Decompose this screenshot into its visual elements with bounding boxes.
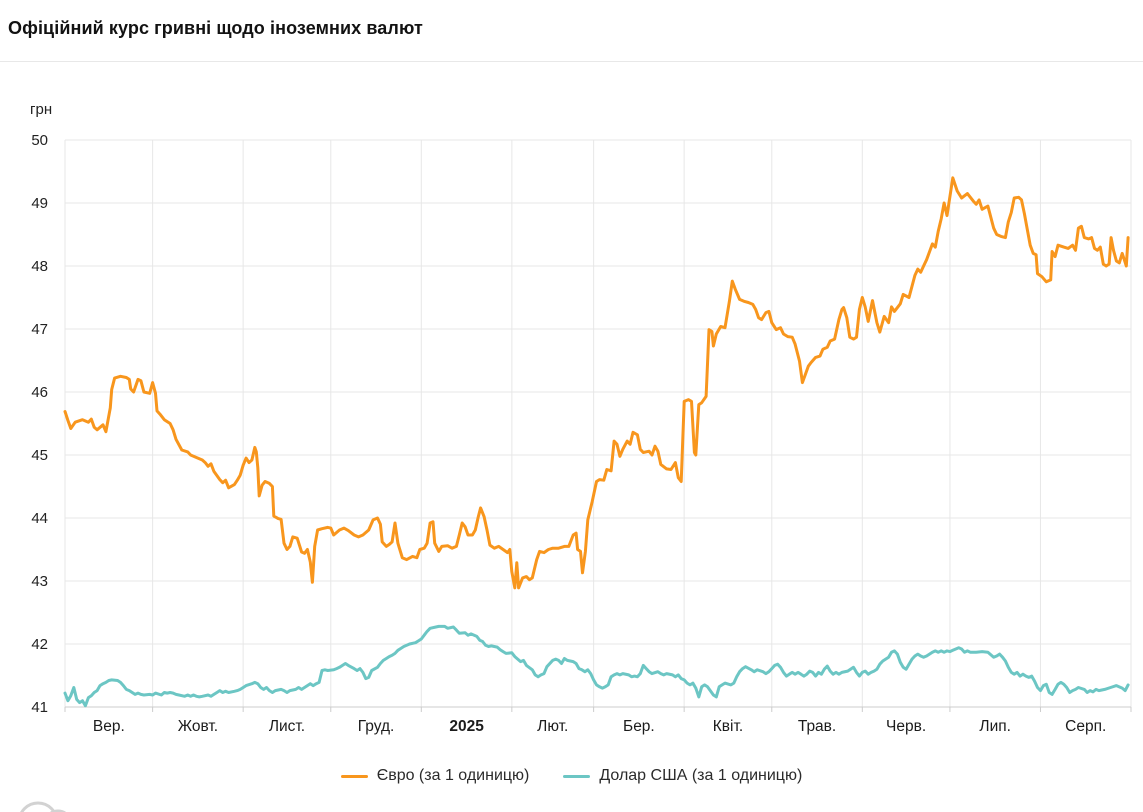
axis-label-layer: 50 49 48 47 46 45 44 43 42 41 грн Вер. Жовт. Лист. Гру… — [30, 101, 1106, 735]
y-tick-label: 41 — [31, 699, 48, 716]
watermark-icon — [20, 801, 67, 812]
x-month-label: Бер. — [623, 718, 655, 735]
y-tick-label: 44 — [31, 510, 48, 527]
x-month-label: Лист. — [269, 718, 305, 735]
x-month-label: Вер. — [93, 718, 125, 735]
euro-line-swatch-icon — [340, 774, 368, 778]
watermark-arc-icon — [49, 809, 67, 812]
page-title: Офіційний курс гривні щодо іноземних вал… — [8, 18, 423, 38]
x-month-label: Серп. — [1065, 718, 1106, 735]
x-month-label: 2025 — [449, 718, 484, 735]
usd-line-swatch-icon — [563, 774, 591, 778]
y-tick-label: 50 — [31, 132, 48, 149]
y-tick-label: 48 — [31, 258, 48, 275]
y-axis-unit-label: грн — [30, 101, 52, 118]
y-tick-label: 46 — [31, 384, 48, 401]
x-month-label: Лип. — [979, 718, 1011, 735]
y-tick-label: 42 — [31, 636, 48, 653]
legend-label-usd: Долар США (за 1 одиницю) — [599, 767, 803, 784]
legend-item-usd[interactable]: Долар США (за 1 одиницю) — [563, 767, 802, 785]
x-month-label: Черв. — [886, 718, 926, 735]
x-month-label: Трав. — [798, 718, 836, 735]
series-layer[interactable] — [63, 140, 1131, 708]
y-tick-label: 47 — [31, 321, 48, 338]
x-month-label: Квіт. — [713, 718, 743, 735]
x-month-label: Жовт. — [178, 718, 218, 735]
x-month-label: Лют. — [537, 718, 568, 735]
usd-line[interactable] — [63, 624, 1130, 708]
plot-area[interactable] — [65, 140, 1131, 707]
page-header: Офіційний курс гривні щодо іноземних вал… — [0, 0, 1143, 62]
grid-layer — [64, 139, 1132, 712]
euro-line[interactable] — [63, 176, 1130, 590]
y-tick-label: 49 — [31, 195, 48, 212]
watermark-arc-icon — [20, 801, 56, 812]
chart-legend: Євро (за 1 одиницю) Долар США (за 1 один… — [0, 759, 1143, 793]
x-month-label: Груд. — [358, 718, 395, 735]
y-tick-label: 43 — [31, 573, 48, 590]
legend-label-euro: Євро (за 1 одиницю) — [376, 767, 530, 784]
legend-item-euro[interactable]: Євро (за 1 одиницю) — [340, 767, 530, 785]
y-tick-label: 45 — [31, 447, 48, 464]
